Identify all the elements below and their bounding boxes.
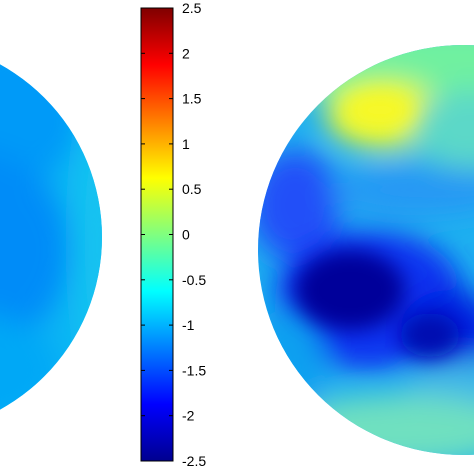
colorbar-ticks: 2.5 2 1.5 1 0.5 0 -0.5 -1 -1.5 -2 -2.5 — [141, 0, 206, 469]
left-map-right-edge — [75, 100, 102, 380]
right-map-upper-right — [410, 90, 474, 170]
colorbar-tick-label: 0.5 — [182, 181, 202, 197]
right-map-bottom-rim — [280, 395, 474, 455]
left-map — [0, 40, 102, 434]
colorbar-tick-label: 0 — [182, 227, 190, 243]
left-map-upper-region — [0, 40, 80, 200]
right-map-left-lobe — [258, 150, 340, 260]
left-map-central-region — [0, 150, 70, 350]
colorbar-tick-label: 2.5 — [182, 0, 202, 16]
colorbar-tick-label: -1 — [182, 317, 195, 333]
right-map-mid-band — [330, 165, 474, 215]
colorbar-tick-label: 1 — [182, 136, 190, 152]
colorbar — [140, 7, 174, 462]
right-map — [258, 45, 474, 455]
colorbar-tick-label: -2.5 — [182, 453, 206, 469]
right-map-right-low-core — [400, 313, 460, 357]
colorbar-tick-label: 2 — [182, 45, 190, 61]
colorbar-tick-label: -0.5 — [182, 272, 206, 288]
colorbar-tick-label: 1.5 — [182, 91, 202, 107]
right-map-high-core — [345, 92, 415, 128]
right-map-lower-left — [258, 310, 325, 430]
left-map-lower-region — [0, 310, 60, 430]
colorbar-tick-label: -2 — [182, 408, 195, 424]
right-map-center-low-core — [295, 250, 405, 330]
colorbar-tick-label: -1.5 — [182, 362, 206, 378]
